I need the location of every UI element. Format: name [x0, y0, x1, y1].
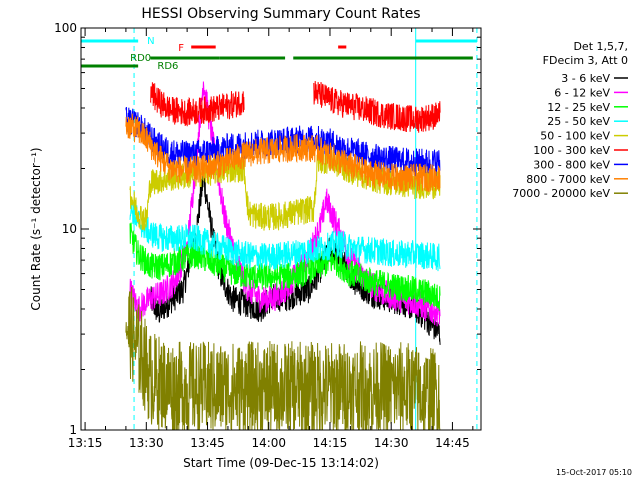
x-tick-label-13-45: 13:45	[190, 436, 225, 450]
legend-label-3-6-kev: 3 - 6 keV	[561, 72, 610, 85]
x-axis-label: Start Time (09-Dec-15 13:14:02)	[183, 456, 379, 470]
legend-label-7000-20000-kev: 7000 - 20000 keV	[512, 187, 610, 200]
y-tick-label-1: 1	[69, 423, 77, 437]
series-line-25-50-kev	[129, 198, 441, 272]
legend-label-300-800-kev: 300 - 800 keV	[533, 158, 610, 171]
x-tick-label-14-00: 14:00	[251, 436, 286, 450]
y-axis-label: Count Rate (s⁻¹ detector⁻¹)	[29, 147, 43, 310]
state-label-rd6: RD6	[157, 61, 178, 72]
legend-label-25-50-kev: 25 - 50 keV	[547, 115, 610, 128]
series-line-7000-20000-kev	[125, 286, 441, 431]
series-line-100-300-kev	[149, 80, 441, 133]
legend-label-50-100-kev: 50 - 100 keV	[540, 130, 610, 143]
legend-label-12-25-kev: 12 - 25 keV	[547, 101, 610, 114]
x-tick-label-14-45: 14:45	[435, 436, 470, 450]
x-tick-label-13-15: 13:15	[68, 436, 103, 450]
series-line-12-25-kev	[129, 222, 441, 311]
x-tick-label-13-30: 13:30	[129, 436, 164, 450]
x-tick-label-14-30: 14:30	[374, 436, 409, 450]
legend-label-100-300-kev: 100 - 300 keV	[533, 144, 610, 157]
legend-label-800-7000-kev: 800 - 7000 keV	[526, 173, 610, 186]
series-line-800-7000-kev	[125, 113, 441, 193]
state-label-rd0: RD0	[130, 53, 151, 64]
legend-header-2: FDecim 3, Att 0	[543, 54, 628, 67]
state-label-f: F	[178, 43, 184, 54]
legend-header-1: Det 1,5,7,	[573, 40, 628, 53]
y-tick-label-10: 10	[62, 222, 77, 236]
axes: 13:15 13:30 13:45 14:00 14:15 14:30 14:45 1 10 10…	[54, 21, 482, 450]
y-tick-label-100: 100	[54, 21, 77, 35]
footer-timestamp: 15-Oct-2017 05:10	[556, 468, 632, 477]
legend-label-6-12-kev: 6 - 12 keV	[554, 86, 610, 99]
chart-title: HESSI Observing Summary Count Rates	[141, 6, 420, 22]
x-tick-label-14-15: 14:15	[313, 436, 348, 450]
series-lines	[125, 80, 441, 431]
state-label-n: N	[147, 36, 154, 47]
